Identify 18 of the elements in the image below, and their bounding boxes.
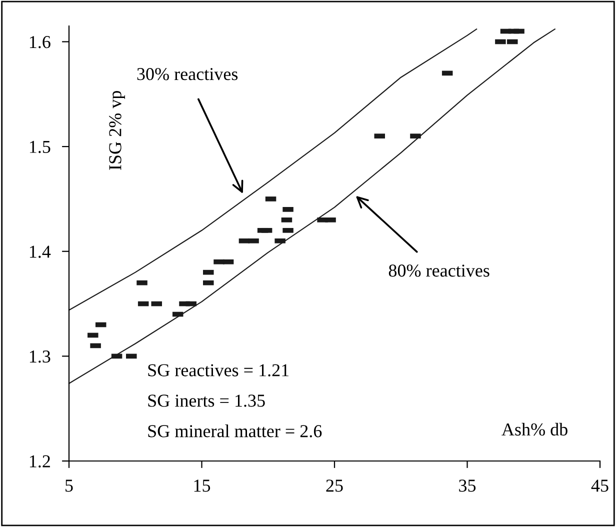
y-tick-label: 1.5 <box>30 140 50 154</box>
annotation: 30% reactives <box>137 68 238 80</box>
annotation: SG mineral matter = 2.6 <box>148 424 322 438</box>
x-tick-label: 5 <box>66 480 73 492</box>
y-axis-title: ISG 2% vp <box>109 90 125 170</box>
x-tick-label: 15 <box>194 480 210 492</box>
y-tick-label: 1.6 <box>30 36 50 48</box>
x-tick-label: 35 <box>459 480 476 492</box>
x-tick-label: 25 <box>326 480 343 492</box>
line-series <box>68 28 556 384</box>
annotation: 80% reactives <box>388 264 490 277</box>
annotation: SG inerts = 1.35 <box>148 394 265 407</box>
y-tick-label: 1.2 <box>30 455 50 468</box>
x-tick-label: 45 <box>591 480 608 492</box>
y-tick-label: 1.4 <box>30 246 51 258</box>
y-tick-label: 1.3 <box>30 350 50 363</box>
x-axis-title: Ash% db <box>502 422 568 436</box>
annotation: SG reactives = 1.21 <box>148 364 289 376</box>
